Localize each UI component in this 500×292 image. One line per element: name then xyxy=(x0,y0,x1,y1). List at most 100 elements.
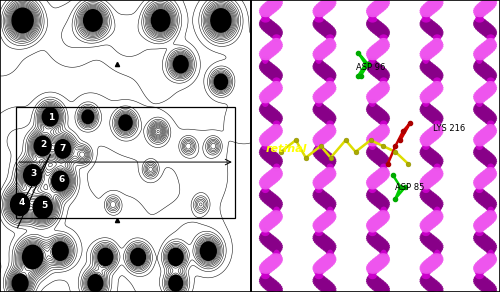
Ellipse shape xyxy=(422,270,431,276)
Ellipse shape xyxy=(473,277,489,283)
Ellipse shape xyxy=(269,246,282,252)
Ellipse shape xyxy=(420,277,435,283)
Ellipse shape xyxy=(375,74,390,80)
Ellipse shape xyxy=(432,0,442,1)
Ellipse shape xyxy=(259,63,276,69)
Ellipse shape xyxy=(474,135,492,141)
Ellipse shape xyxy=(474,262,494,268)
Ellipse shape xyxy=(426,72,444,78)
Ellipse shape xyxy=(420,266,436,272)
Ellipse shape xyxy=(314,153,334,159)
Ellipse shape xyxy=(376,0,390,3)
Ellipse shape xyxy=(428,287,444,292)
Ellipse shape xyxy=(486,34,495,41)
Circle shape xyxy=(214,74,228,89)
Ellipse shape xyxy=(322,126,336,132)
Ellipse shape xyxy=(264,286,283,292)
Ellipse shape xyxy=(320,158,336,164)
Ellipse shape xyxy=(368,282,388,288)
Circle shape xyxy=(98,248,113,265)
Ellipse shape xyxy=(370,271,375,277)
Ellipse shape xyxy=(267,0,283,5)
Ellipse shape xyxy=(366,92,386,98)
Ellipse shape xyxy=(368,13,377,19)
Ellipse shape xyxy=(480,85,497,91)
Ellipse shape xyxy=(423,228,429,234)
Ellipse shape xyxy=(366,135,386,141)
Ellipse shape xyxy=(266,85,283,91)
Ellipse shape xyxy=(422,198,442,204)
Ellipse shape xyxy=(314,110,334,116)
Ellipse shape xyxy=(314,232,326,238)
Ellipse shape xyxy=(261,56,270,62)
Ellipse shape xyxy=(476,230,484,236)
Ellipse shape xyxy=(474,138,488,145)
Ellipse shape xyxy=(422,68,442,75)
Ellipse shape xyxy=(367,189,378,195)
Ellipse shape xyxy=(420,11,432,17)
Ellipse shape xyxy=(264,86,283,93)
Ellipse shape xyxy=(316,70,336,77)
Ellipse shape xyxy=(260,275,272,281)
Ellipse shape xyxy=(272,38,281,44)
Ellipse shape xyxy=(486,251,495,258)
Ellipse shape xyxy=(482,126,497,132)
Ellipse shape xyxy=(314,16,324,22)
Ellipse shape xyxy=(370,15,375,21)
Ellipse shape xyxy=(431,210,442,216)
Ellipse shape xyxy=(378,210,389,216)
Ellipse shape xyxy=(374,41,390,48)
Ellipse shape xyxy=(327,79,334,86)
Ellipse shape xyxy=(473,95,488,102)
Ellipse shape xyxy=(473,106,490,112)
Ellipse shape xyxy=(432,124,442,130)
Ellipse shape xyxy=(429,126,443,132)
Ellipse shape xyxy=(318,43,336,50)
Ellipse shape xyxy=(260,196,280,202)
Ellipse shape xyxy=(367,67,387,73)
Ellipse shape xyxy=(270,0,282,3)
Ellipse shape xyxy=(477,215,496,222)
Ellipse shape xyxy=(369,45,389,51)
Ellipse shape xyxy=(368,273,377,279)
Ellipse shape xyxy=(260,90,280,96)
Ellipse shape xyxy=(476,142,483,148)
Ellipse shape xyxy=(426,257,444,263)
Ellipse shape xyxy=(366,106,383,112)
Ellipse shape xyxy=(326,122,334,128)
Ellipse shape xyxy=(259,52,274,58)
Ellipse shape xyxy=(478,86,497,93)
Ellipse shape xyxy=(381,250,386,256)
Ellipse shape xyxy=(366,180,383,186)
Ellipse shape xyxy=(375,169,390,175)
Ellipse shape xyxy=(420,280,440,286)
Ellipse shape xyxy=(314,90,334,96)
Ellipse shape xyxy=(474,24,494,30)
Ellipse shape xyxy=(476,144,483,150)
Ellipse shape xyxy=(259,235,277,241)
Ellipse shape xyxy=(260,189,272,195)
Ellipse shape xyxy=(260,270,270,276)
Ellipse shape xyxy=(475,260,496,267)
Ellipse shape xyxy=(375,117,390,123)
Ellipse shape xyxy=(262,185,268,191)
Ellipse shape xyxy=(366,235,384,241)
Ellipse shape xyxy=(427,201,444,207)
Ellipse shape xyxy=(473,223,490,229)
Ellipse shape xyxy=(312,51,330,57)
Ellipse shape xyxy=(474,219,494,225)
Ellipse shape xyxy=(421,196,441,202)
Ellipse shape xyxy=(366,151,386,157)
Ellipse shape xyxy=(430,246,443,252)
Ellipse shape xyxy=(380,79,387,86)
Ellipse shape xyxy=(367,110,387,116)
Ellipse shape xyxy=(431,167,442,173)
Ellipse shape xyxy=(366,277,382,283)
Ellipse shape xyxy=(480,72,497,78)
Ellipse shape xyxy=(420,108,438,114)
Ellipse shape xyxy=(375,212,390,218)
Ellipse shape xyxy=(262,99,269,105)
Ellipse shape xyxy=(474,151,492,157)
Ellipse shape xyxy=(265,29,283,35)
Ellipse shape xyxy=(366,22,384,28)
